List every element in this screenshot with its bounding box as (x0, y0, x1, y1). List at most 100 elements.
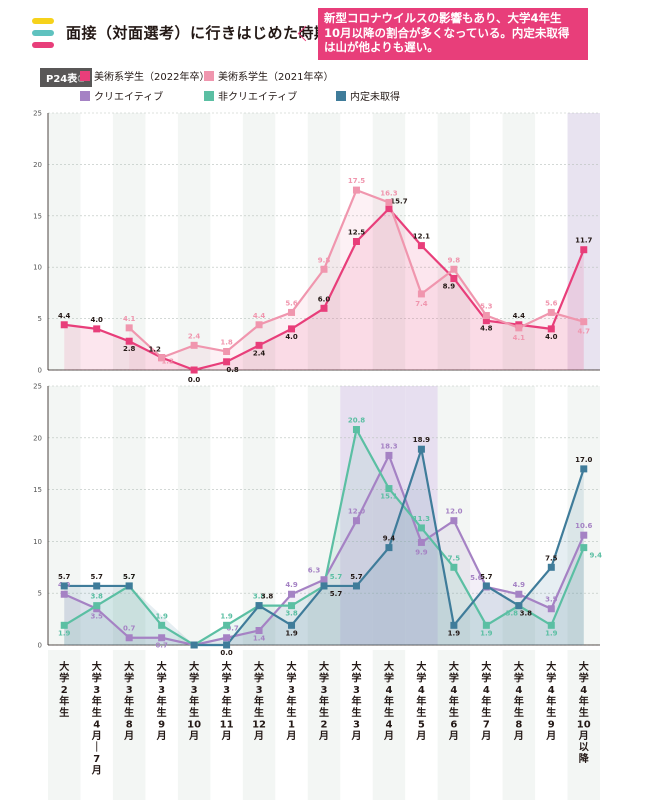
x-category-label: 大 (157, 660, 167, 673)
x-category-label: 大 (319, 660, 329, 673)
x-category-label: 8 (515, 720, 522, 731)
x-category-label: 3 (158, 685, 165, 696)
data-point-art2022 (580, 246, 588, 254)
data-label-unoffered: 0.0 (220, 649, 233, 657)
data-label-noncreative: 1.9 (155, 612, 168, 620)
data-point-unoffered (352, 582, 360, 590)
x-category-label: 大 (351, 660, 361, 673)
data-label-noncreative: 7.5 (448, 554, 461, 562)
data-label-art2022: 4.8 (480, 325, 493, 333)
data-label-art2022: 0.0 (188, 376, 201, 384)
data-point-creative (547, 605, 555, 613)
x-category-label: 大 (124, 660, 134, 673)
y-tick-label: 5 (38, 315, 42, 323)
legend-swatch-unoffered (336, 90, 346, 101)
data-label-art2022: 0.8 (226, 366, 239, 374)
data-point-unoffered (125, 582, 133, 590)
data-point-noncreative (158, 621, 166, 629)
data-point-art2022 (320, 304, 328, 312)
x-category-label: 3 (353, 685, 360, 696)
x-category-label: 4 (385, 720, 392, 731)
data-label-art2021: 2.4 (188, 332, 201, 340)
data-point-noncreative (417, 524, 425, 532)
x-category-label: 3 (321, 685, 328, 696)
x-category-label: 7 (483, 720, 490, 731)
data-label-creative: 4.9 (285, 581, 298, 589)
data-label-noncreative: 1.9 (220, 612, 233, 620)
x-category-label: 大 (254, 660, 264, 673)
data-label-art2022: 4.4 (58, 312, 71, 320)
data-label-art2021: 4.1 (513, 334, 526, 342)
x-category-label: 年 (514, 695, 524, 708)
x-category-label: 生 (92, 706, 102, 719)
x-category-label: 月 (91, 765, 102, 777)
x-category-label: 4 (580, 685, 587, 696)
data-point-unoffered (450, 621, 458, 629)
x-category-label: 大 (481, 660, 491, 673)
x-category-label: 生 (254, 706, 264, 719)
x-category-label: 3 (288, 685, 295, 696)
x-category-label: 12 (252, 720, 266, 731)
legend-item-unoffered: 内定未取得 (336, 88, 400, 103)
legend-label-creative: クリエイティブ (94, 92, 164, 103)
x-category-label: 11 (220, 720, 234, 731)
data-point-unoffered (417, 445, 425, 453)
highlight-column (567, 113, 600, 370)
callout-box: 新型コロナウイルスの影響もあり、大学4年生 10月以降の割合が多くなっている。内… (318, 8, 588, 60)
x-label-stripe (307, 650, 341, 800)
x-category-label: 学 (189, 672, 199, 685)
data-label-art2022: 2.4 (253, 349, 266, 357)
x-category-label: 学 (416, 672, 426, 685)
x-category-label: 学 (579, 672, 589, 685)
x-category-label: 年 (449, 695, 459, 708)
series-area-creative (64, 455, 584, 645)
series-area-noncreative (64, 429, 584, 645)
data-label-art2021: 1.2 (161, 358, 174, 366)
data-point-unoffered (255, 602, 263, 610)
x-category-label: 4 (450, 685, 457, 696)
x-label-stripe (372, 650, 406, 800)
x-category-label: 学 (254, 672, 264, 685)
data-label-art2022: 11.7 (575, 237, 592, 245)
y-tick-label: 10 (33, 538, 42, 546)
x-category-label: 学 (92, 672, 102, 685)
x-category-label: 9 (548, 720, 555, 731)
x-category-label: 以 (579, 742, 589, 754)
x-category-label: 学 (222, 672, 232, 685)
data-label-noncreative: 1.9 (480, 629, 493, 637)
data-label-noncreative: 3.8 (253, 593, 266, 601)
x-label-stripe (567, 650, 600, 800)
data-label-art2021: 16.3 (380, 189, 397, 197)
x-category-label: 3 (256, 685, 263, 696)
x-category-label: 4 (548, 685, 555, 696)
x-category-label: 月 (578, 730, 589, 742)
column-stripe (177, 386, 211, 645)
column-stripe (307, 386, 341, 645)
data-label-art2022: 2.8 (123, 345, 136, 353)
data-label-noncreative: 5.7 (123, 573, 136, 581)
data-point-art2022 (417, 242, 425, 250)
x-category-label: 学 (514, 672, 524, 685)
column-stripe (437, 113, 471, 370)
x-category-label: 月 (156, 730, 167, 742)
legend-swatch-art2022 (80, 70, 90, 81)
legend-label-unoffered: 内定未取得 (350, 92, 400, 103)
data-label-noncreative: 3.8 (285, 610, 298, 618)
data-point-creative (158, 634, 166, 642)
column-stripe (112, 386, 146, 645)
y-tick-label: 5 (38, 590, 42, 598)
data-point-unoffered (580, 465, 588, 473)
x-category-label: 3 (191, 685, 198, 696)
x-category-label: 月 (383, 730, 394, 742)
series-area-art2021 (129, 190, 584, 370)
x-category-label: 大 (514, 660, 524, 673)
x-category-label: 4 (93, 720, 100, 731)
x-category-label: 10 (577, 720, 591, 731)
data-label-art2021: 5.3 (480, 303, 493, 311)
legend-item-noncreative: 非クリエイティブ (204, 88, 297, 103)
data-point-art2022 (125, 337, 133, 345)
series-area-art2022 (64, 208, 584, 370)
y-tick-label: 20 (33, 434, 42, 442)
page-title: 面接（対面選考）に行きはじめた時期 (66, 24, 330, 42)
